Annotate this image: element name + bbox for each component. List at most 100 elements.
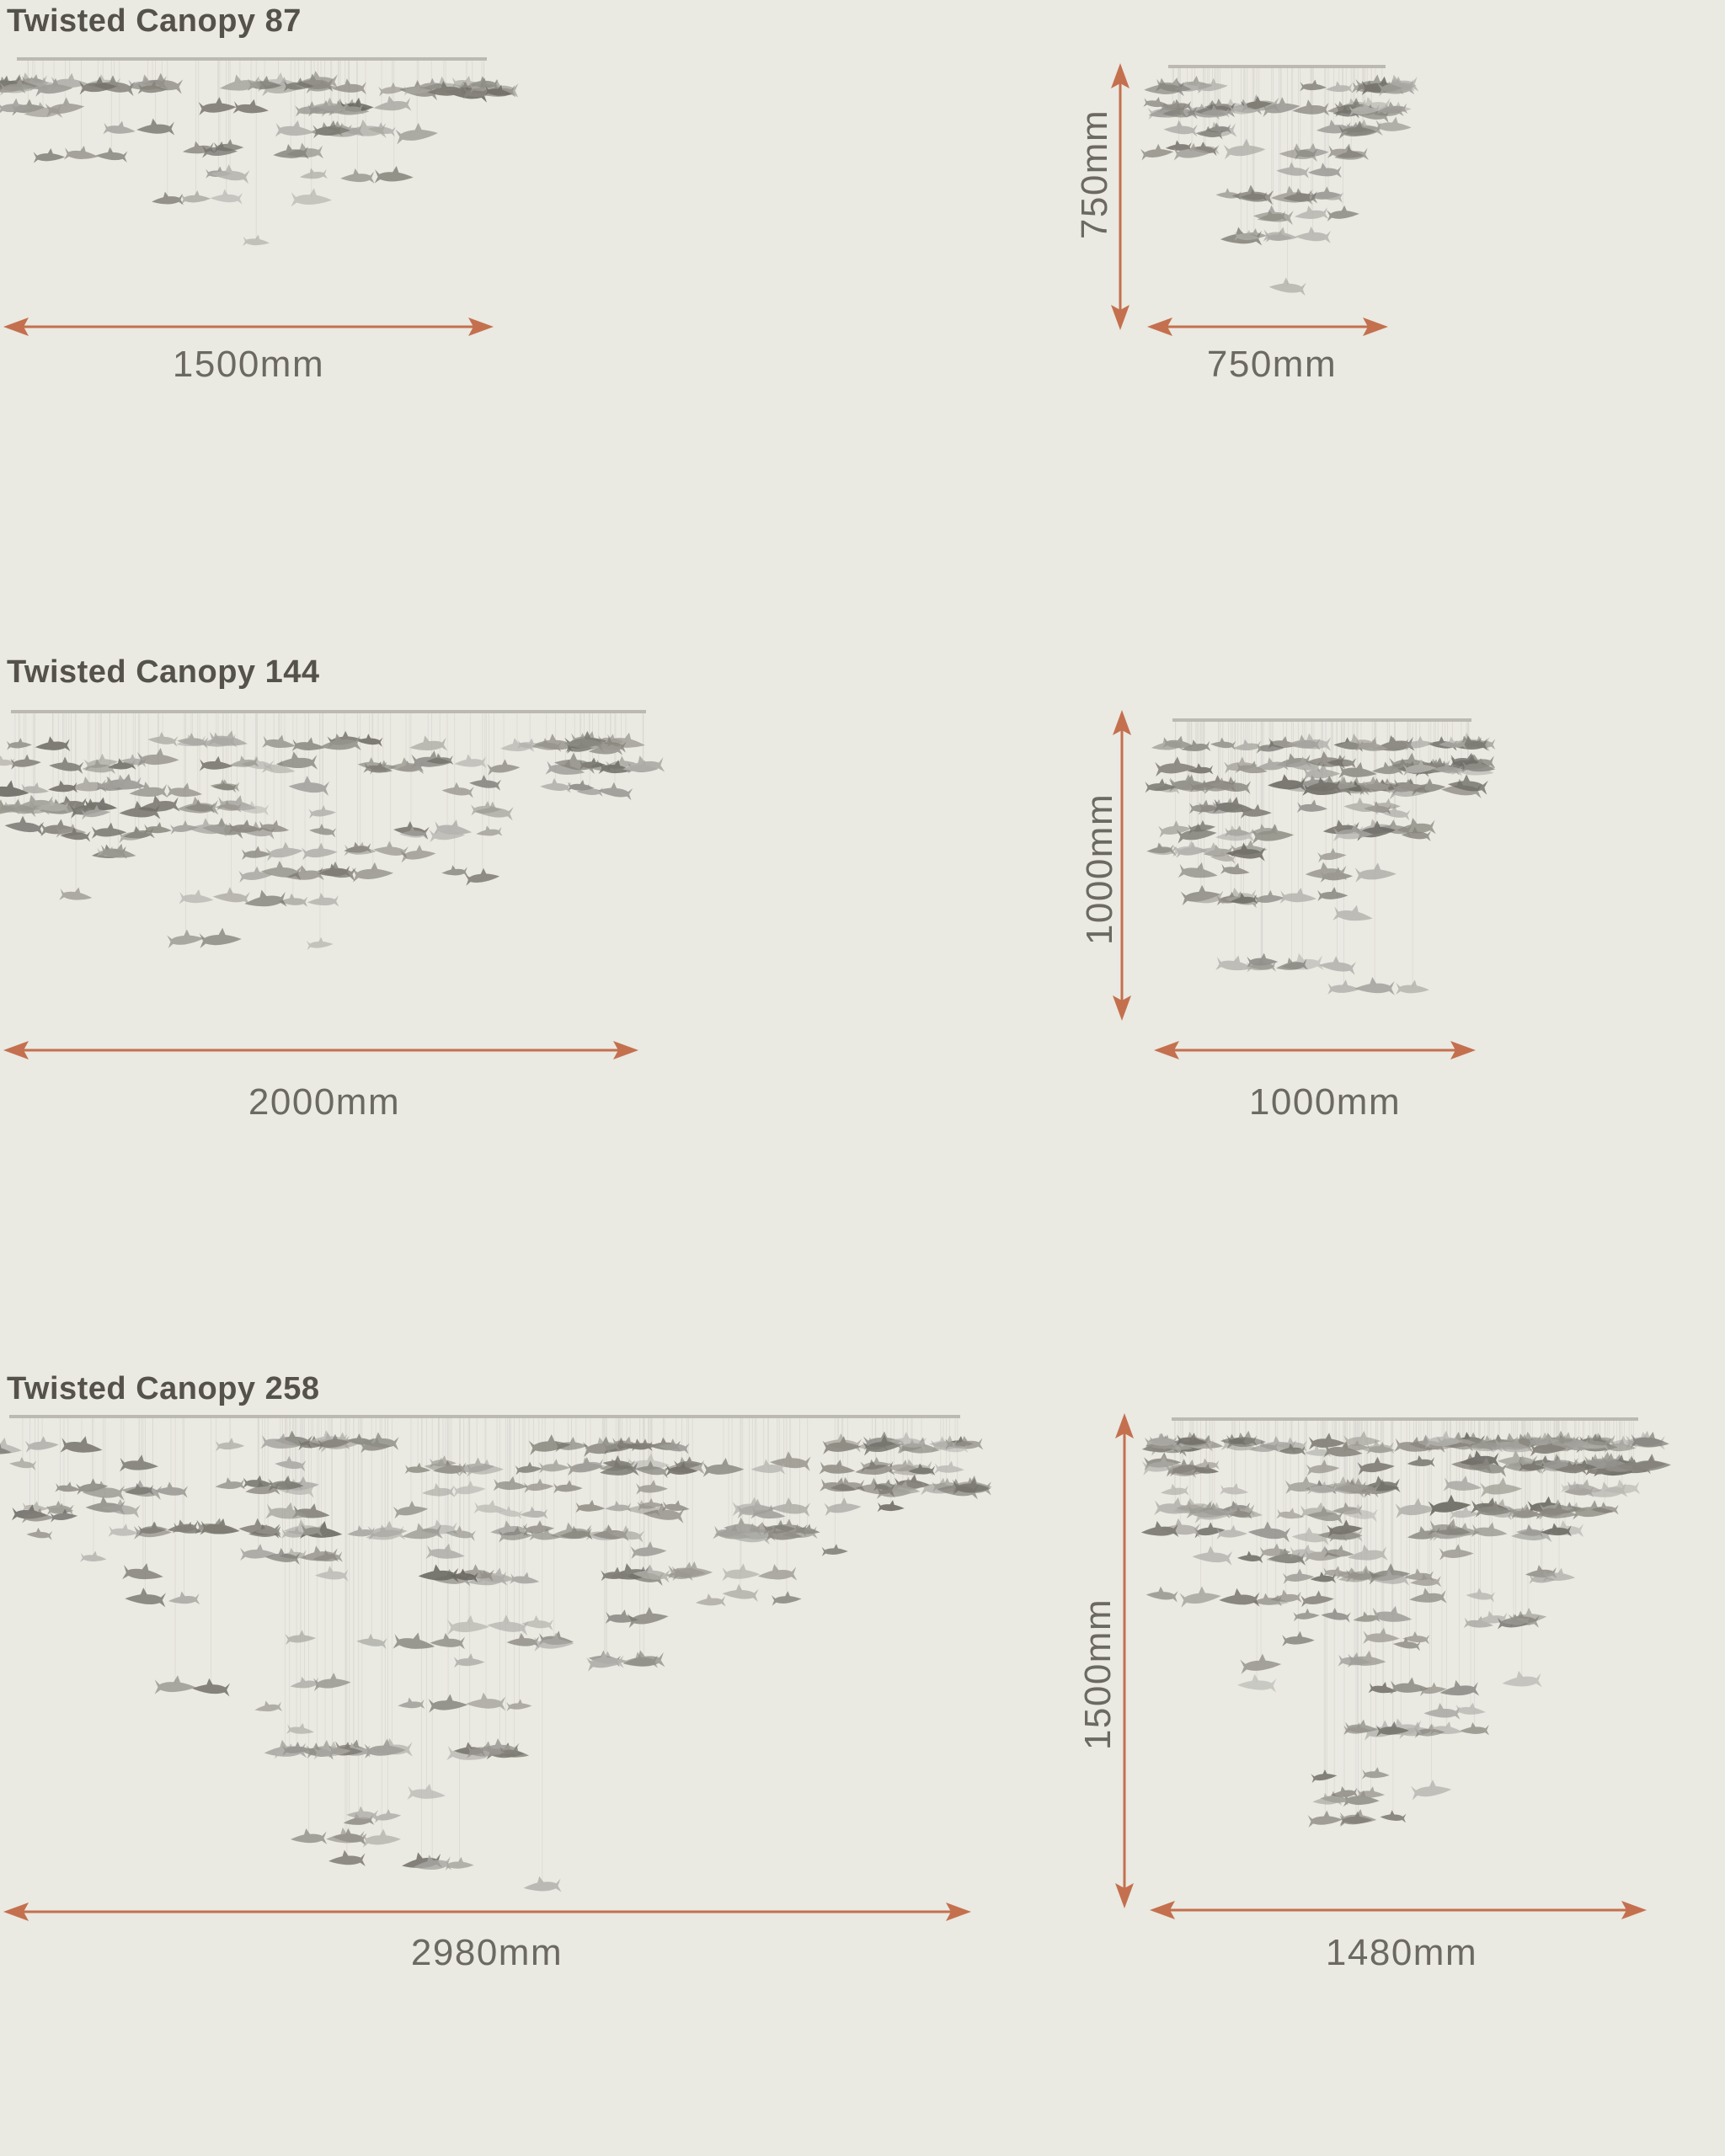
fish-piece — [243, 1475, 273, 1489]
fish-piece — [1268, 277, 1306, 296]
fish-piece — [750, 1505, 786, 1519]
fish-piece — [399, 825, 428, 840]
fish-piece — [1306, 1506, 1344, 1524]
fish-piece — [96, 776, 126, 789]
fish-piece — [462, 82, 499, 99]
fish-piece — [1215, 825, 1255, 842]
fish-piece — [1604, 1479, 1641, 1495]
fish-piece — [260, 1433, 300, 1449]
fish-piece — [585, 760, 612, 772]
fish-piece — [254, 1700, 283, 1712]
fish-piece — [198, 97, 237, 115]
fish-piece — [262, 734, 296, 748]
fish-piece — [493, 1476, 528, 1492]
fish-piece — [278, 893, 308, 907]
fish-piece — [286, 865, 324, 881]
fish-piece — [1317, 847, 1347, 863]
fish-piece — [1630, 1432, 1669, 1449]
fish-piece — [445, 1856, 474, 1870]
fish-piece — [1176, 823, 1217, 844]
fish-piece — [275, 1478, 315, 1498]
fish-piece — [45, 1500, 74, 1515]
fish-piece — [1143, 97, 1170, 108]
fish-piece — [1219, 1588, 1260, 1607]
fish-piece — [630, 1541, 667, 1560]
fish-piece — [219, 74, 261, 91]
fish-piece — [346, 1433, 374, 1448]
fish-piece — [1555, 1460, 1587, 1475]
fish-piece — [1616, 1456, 1652, 1475]
fish-piece — [528, 1434, 571, 1456]
fish-piece — [268, 1475, 304, 1492]
fish-piece — [1447, 774, 1488, 795]
fish-piece — [1198, 842, 1231, 859]
fish-piece — [429, 825, 466, 843]
fish-piece — [215, 1477, 245, 1490]
fish-piece — [1331, 1786, 1359, 1798]
fish-piece — [765, 1525, 803, 1542]
fish-piece — [1188, 799, 1220, 814]
fish-piece — [522, 1520, 555, 1536]
fish-piece — [1343, 1431, 1381, 1449]
elevation-view-figure — [1115, 1413, 1671, 1919]
fish-piece — [167, 1519, 200, 1533]
fish-piece — [478, 1567, 515, 1583]
fish-piece — [1493, 1436, 1534, 1453]
fish-piece — [1215, 955, 1254, 971]
arrowhead-icon — [1147, 318, 1172, 336]
fish-piece — [403, 83, 431, 96]
fish-piece — [1363, 1627, 1400, 1644]
fish-piece — [1562, 1436, 1589, 1448]
fish-piece — [1443, 1476, 1482, 1492]
fish-piece — [133, 1521, 172, 1540]
fish-piece — [1220, 862, 1250, 875]
arrowhead-icon — [1111, 305, 1130, 330]
fish-piece — [398, 1697, 425, 1710]
fish-piece — [476, 825, 503, 836]
fish-piece — [1282, 1630, 1315, 1646]
fish-piece — [1312, 1792, 1343, 1806]
fish-piece — [515, 1461, 542, 1476]
fish-piece — [1529, 1572, 1556, 1584]
fish-piece — [275, 1455, 307, 1472]
fish-piece — [1216, 1524, 1247, 1540]
arrowhead-icon — [1111, 63, 1130, 88]
fish-piece — [1300, 1590, 1334, 1608]
fish-piece — [533, 1632, 574, 1652]
fish-piece — [1380, 1810, 1407, 1823]
fish-piece — [822, 1436, 862, 1454]
fish-piece — [757, 1564, 798, 1581]
fish-piece — [627, 1606, 669, 1629]
fish-piece — [331, 78, 366, 94]
fish-piece — [1162, 103, 1198, 120]
fish-piece — [80, 1550, 107, 1562]
fish-piece — [373, 95, 412, 111]
fish-piece — [1390, 1677, 1429, 1694]
fish-piece — [506, 1632, 540, 1648]
fish-piece — [487, 1614, 529, 1636]
fish-piece — [589, 740, 623, 755]
product-title: Twisted Canopy 144 — [7, 654, 320, 690]
dim-arrow-vertical — [1113, 710, 1131, 1021]
fish-piece — [309, 824, 337, 838]
fish-piece — [395, 760, 424, 772]
fish-piece — [665, 1461, 698, 1476]
fish-piece — [1287, 756, 1322, 773]
fish-piece — [520, 1506, 548, 1519]
elevation-width-label: 750mm — [1206, 344, 1338, 385]
fish-piece — [275, 751, 318, 770]
fish-piece — [1228, 102, 1259, 116]
fish-piece — [1418, 1682, 1447, 1697]
fish-piece — [265, 1502, 308, 1519]
fish-piece — [283, 77, 314, 92]
suspension-wires — [22, 1418, 959, 1885]
fish-piece — [622, 1652, 659, 1668]
fish-piece — [658, 1438, 690, 1454]
fish-piece — [633, 1564, 670, 1583]
fish-piece — [600, 1460, 639, 1476]
fish-piece — [523, 1876, 562, 1892]
fish-piece — [1475, 1500, 1513, 1518]
fish-piece — [750, 1459, 786, 1475]
fish-piece — [1300, 79, 1327, 92]
